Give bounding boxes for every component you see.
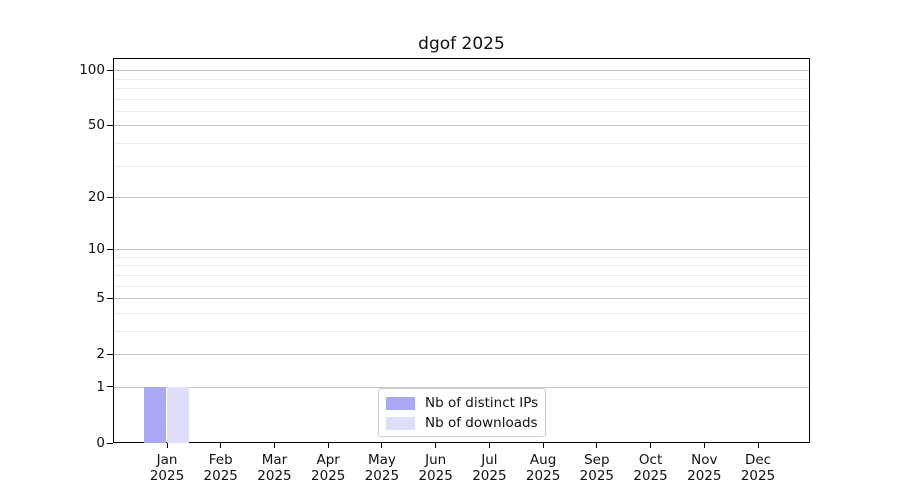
y-tick-label: 50 (87, 117, 105, 134)
x-tick-year: 2025 (203, 467, 238, 484)
major-gridline (114, 298, 809, 300)
x-tick-mark (273, 443, 275, 448)
legend-item-downloads: Nb of downloads (386, 413, 538, 433)
x-tick-month: Mar (261, 452, 288, 468)
x-tick-label: Mar 2025 (242, 452, 306, 484)
legend: Nb of distinct IPs Nb of downloads (378, 388, 546, 437)
x-tick-month: Sep (584, 452, 610, 468)
minor-gridline (114, 78, 809, 80)
major-gridline (114, 354, 809, 356)
x-tick-label: Nov 2025 (672, 452, 736, 484)
x-tick-mark (703, 443, 705, 448)
y-tick-mark (107, 353, 113, 355)
y-tick-label: 100 (79, 62, 105, 79)
minor-gridline (114, 256, 809, 258)
x-tick-mark (327, 443, 329, 448)
x-tick-mark (757, 443, 759, 448)
bar-downloads-jan (166, 386, 190, 443)
legend-swatch-downloads (386, 416, 415, 430)
x-tick-month: Jun (425, 452, 447, 468)
minor-gridline (114, 87, 809, 89)
minor-gridline (114, 265, 809, 267)
x-tick-month: Jul (481, 452, 498, 468)
x-tick-year: 2025 (472, 467, 507, 484)
x-tick-month: Dec (744, 452, 772, 468)
x-tick-label: Aug 2025 (511, 452, 575, 484)
x-tick-month: Aug (529, 452, 557, 468)
x-tick-year: 2025 (149, 467, 185, 484)
plot-area (113, 58, 810, 443)
x-tick-year: 2025 (740, 467, 776, 484)
x-tick-label: Sep 2025 (565, 452, 629, 484)
x-tick-year: 2025 (525, 467, 561, 484)
y-tick-label: 2 (96, 346, 105, 363)
chart-title: dgof 2025 (418, 34, 505, 54)
x-tick-year: 2025 (364, 467, 400, 484)
legend-label-distinct-ips: Nb of distinct IPs (425, 395, 539, 411)
minor-gridline (114, 142, 809, 144)
x-tick-month: Oct (638, 452, 663, 468)
y-tick-mark (107, 124, 113, 126)
x-tick-label: Jun 2025 (404, 452, 468, 484)
x-tick-mark (166, 443, 168, 448)
x-tick-label: Jul 2025 (457, 452, 521, 484)
x-tick-mark (220, 443, 222, 448)
y-tick-label: 0 (96, 435, 105, 451)
x-tick-label: Dec 2025 (726, 452, 790, 484)
y-tick-label: 10 (87, 241, 105, 258)
legend-label-downloads: Nb of downloads (425, 415, 538, 431)
y-tick-mark (107, 248, 113, 250)
legend-item-distinct-ips: Nb of distinct IPs (386, 393, 538, 413)
y-tick-mark (107, 297, 113, 299)
x-tick-mark (381, 443, 383, 448)
x-tick-year: 2025 (633, 467, 668, 484)
major-gridline (114, 70, 809, 72)
y-tick-mark (107, 442, 113, 444)
y-tick-mark (107, 196, 113, 198)
x-tick-month: Apr (316, 452, 340, 468)
major-gridline (114, 249, 809, 251)
x-tick-label: May 2025 (350, 452, 414, 484)
minor-gridline (114, 312, 809, 314)
x-tick-mark (596, 443, 598, 448)
y-tick-mark (107, 69, 113, 71)
major-gridline (114, 386, 809, 388)
x-tick-year: 2025 (311, 467, 346, 484)
minor-gridline (114, 98, 809, 100)
x-tick-month: Nov (691, 452, 718, 468)
x-tick-month: Feb (208, 452, 233, 468)
x-tick-year: 2025 (687, 467, 722, 484)
minor-gridline (114, 274, 809, 276)
major-gridline (114, 197, 809, 198)
bar-distinct-ips-jan (143, 386, 167, 443)
y-tick-mark (107, 386, 113, 388)
y-tick-label: 1 (96, 378, 105, 395)
x-tick-label: Feb 2025 (189, 452, 253, 484)
x-tick-mark (542, 443, 544, 448)
x-tick-mark (488, 443, 490, 448)
minor-gridline (114, 330, 809, 332)
x-tick-year: 2025 (257, 467, 292, 484)
x-tick-year: 2025 (579, 467, 614, 484)
x-tick-label: Apr 2025 (296, 452, 360, 484)
minor-gridline (114, 165, 809, 167)
x-tick-month: May (367, 452, 396, 468)
x-tick-mark (650, 443, 652, 448)
major-gridline (114, 125, 809, 127)
x-tick-label: Jan 2025 (135, 452, 199, 484)
x-tick-mark (435, 443, 437, 448)
x-tick-label: Oct 2025 (619, 452, 683, 484)
minor-gridline (114, 110, 809, 112)
y-tick-label: 20 (87, 189, 105, 205)
legend-swatch-distinct-ips (386, 396, 415, 410)
minor-gridline (114, 285, 809, 287)
y-tick-label: 5 (96, 290, 105, 307)
x-tick-year: 2025 (418, 467, 453, 484)
x-tick-month: Jan (156, 452, 178, 468)
